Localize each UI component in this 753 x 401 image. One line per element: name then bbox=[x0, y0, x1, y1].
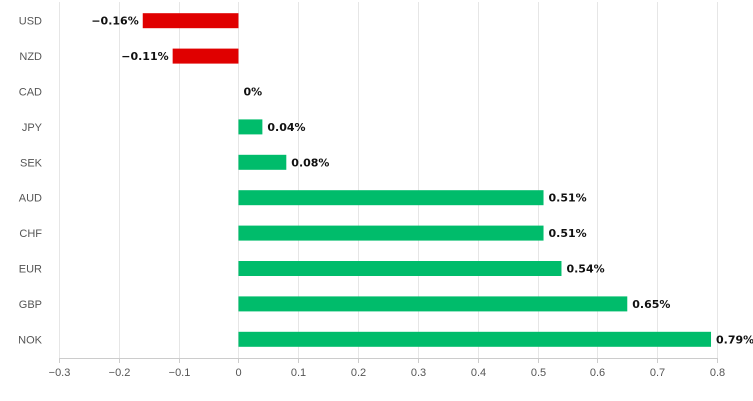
bars bbox=[142, 13, 712, 347]
category-label-eur: EUR bbox=[19, 264, 42, 276]
category-label-cad: CAD bbox=[19, 87, 42, 99]
x-tick-label: −0.2 bbox=[109, 367, 131, 379]
bar-nzd bbox=[172, 48, 239, 64]
category-label-gbp: GBP bbox=[19, 299, 42, 311]
value-labels: −0.16% −0.11% 0% 0.04% 0.08% 0.51% 0.51% 0.54% 0… bbox=[91, 15, 753, 347]
x-tick-label: 0.4 bbox=[471, 367, 486, 379]
value-label-nzd: −0.11% bbox=[121, 50, 168, 63]
value-label-gbp: 0.65% bbox=[632, 298, 670, 311]
x-tick-label: 0.6 bbox=[590, 367, 605, 379]
category-labels: USD NZD CAD JPY SEK AUD CHF EUR GBP NOK bbox=[18, 16, 43, 347]
value-label-eur: 0.54% bbox=[566, 263, 604, 276]
value-label-nok: 0.79% bbox=[716, 333, 753, 346]
bar-sek bbox=[238, 154, 287, 170]
bar-eur bbox=[238, 261, 562, 276]
value-label-sek: 0.08% bbox=[291, 156, 329, 169]
bar-aud bbox=[238, 190, 544, 206]
value-label-cad: 0% bbox=[243, 86, 262, 99]
bar-jpy bbox=[238, 119, 263, 135]
bar-nok bbox=[238, 331, 712, 347]
x-axis-ticks: −0.3 −0.2 −0.1 0 0.1 0.2 0.3 0.4 0.5 0.6 0.7 0.8 bbox=[49, 358, 725, 379]
value-label-jpy: 0.04% bbox=[267, 121, 305, 134]
category-label-nok: NOK bbox=[18, 334, 43, 346]
value-label-usd: −0.16% bbox=[91, 15, 138, 28]
x-tick-label: 0 bbox=[235, 367, 241, 379]
category-label-usd: USD bbox=[19, 16, 42, 28]
x-tick-label: 0.8 bbox=[710, 367, 725, 379]
category-label-sek: SEK bbox=[20, 157, 43, 169]
category-label-aud: AUD bbox=[19, 193, 42, 205]
x-tick-label: 0.5 bbox=[531, 367, 546, 379]
value-label-aud: 0.51% bbox=[549, 192, 587, 205]
category-label-jpy: JPY bbox=[22, 122, 43, 134]
category-label-nzd: NZD bbox=[19, 51, 42, 63]
bar-gbp bbox=[238, 296, 628, 312]
x-tick-label: −0.3 bbox=[49, 367, 71, 379]
x-tick-label: −0.1 bbox=[169, 367, 191, 379]
x-tick-label: 0.7 bbox=[650, 367, 665, 379]
category-label-chf: CHF bbox=[19, 228, 42, 240]
x-tick-label: 0.2 bbox=[351, 367, 366, 379]
value-label-chf: 0.51% bbox=[549, 227, 587, 240]
x-tick-label: 0.3 bbox=[411, 367, 426, 379]
bar-chf bbox=[238, 225, 544, 241]
x-tick-label: 0.1 bbox=[291, 367, 306, 379]
bar-usd bbox=[142, 13, 239, 29]
